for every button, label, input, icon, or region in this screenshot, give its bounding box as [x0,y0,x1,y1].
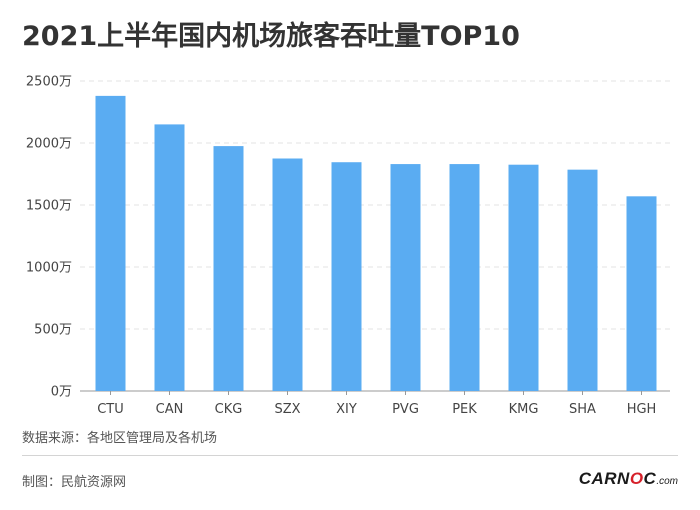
bar-chart: 0万 500万 1000万 1500万 2000万 2500万 CTU CAN CKG SZX XI… [26,75,670,417]
x-tick-label: CTU [97,402,124,417]
x-tick-label: CAN [156,402,184,417]
x-tick-label: XIY [336,402,357,417]
bar-ckg [213,146,244,391]
y-tick-label: 2000万 [26,137,72,152]
x-tick-label: PVG [392,402,419,417]
y-tick-label: 1000万 [26,261,72,276]
data-source-note: 数据来源：各地区管理局及各机场 [22,431,218,446]
y-tick-label: 1500万 [26,199,72,214]
y-tick-label: 2500万 [26,75,72,90]
y-tick-label: 500万 [34,323,72,338]
bar-szx [272,158,303,391]
x-tick-label: KMG [509,402,539,417]
bar-sha [567,169,598,391]
y-tick-label: 0万 [51,385,72,400]
chart-title: 2021上半年国内机场旅客吞吐量TOP10 [22,21,520,52]
bar-kmg [508,164,539,391]
bar-xiy [331,162,362,391]
x-tick-label: SHA [569,402,596,417]
chart-credit: 制图：民航资源网 [22,475,127,490]
bar-hgh [626,196,657,391]
x-tick-label: SZX [274,402,300,417]
bar-pek [449,164,480,391]
x-tick-label: HGH [627,402,657,417]
bar-pvg [390,164,421,391]
carnoc-logo: CARNOC.com [578,469,678,488]
x-tick-label: CKG [215,402,243,417]
footer-divider [22,455,678,456]
bar-can [154,124,185,392]
bar-ctu [95,95,126,391]
x-tick-label: PEK [452,402,477,417]
